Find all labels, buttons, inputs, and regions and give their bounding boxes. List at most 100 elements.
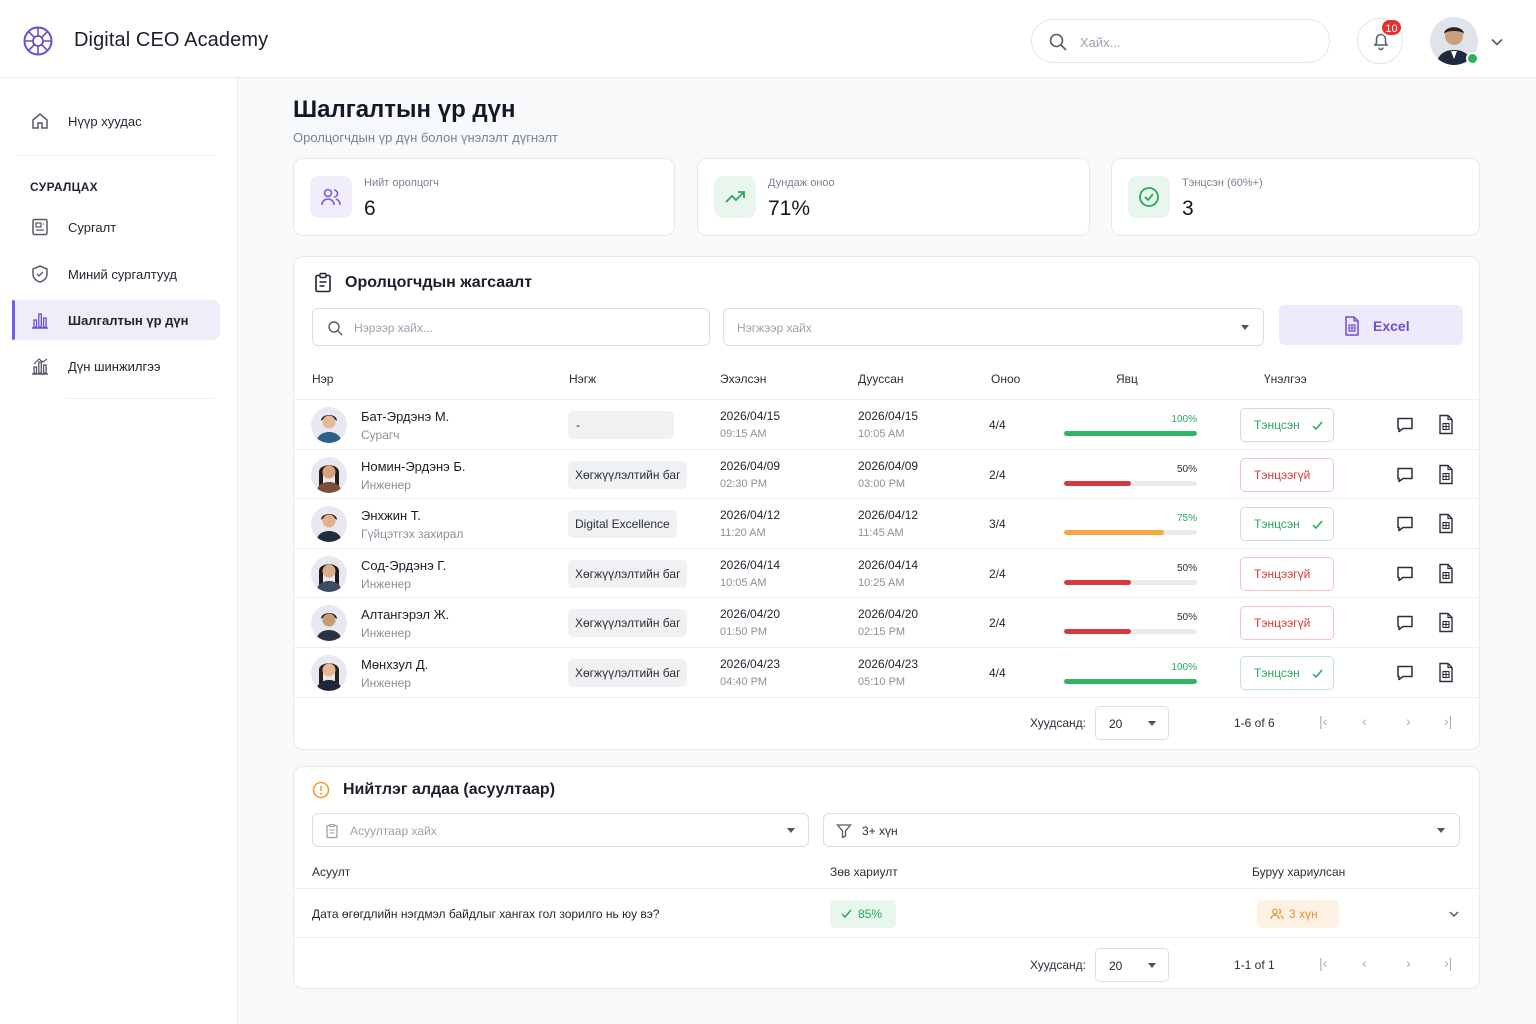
- unit-search-select[interactable]: Нэгжээр хайх: [723, 308, 1264, 346]
- global-search-input[interactable]: Хайх...: [1031, 19, 1330, 63]
- table-divider: [294, 697, 1479, 698]
- top-bar: Digital CEO Academy Хайх... 10: [0, 0, 1536, 78]
- report-file-icon[interactable]: [1437, 464, 1455, 485]
- end-time: 10:05 AM: [858, 428, 905, 440]
- comment-icon[interactable]: [1395, 514, 1415, 534]
- sidebar-item-label: Сургалт: [68, 220, 117, 235]
- comment-icon[interactable]: [1395, 613, 1415, 633]
- check-icon: [1312, 520, 1323, 530]
- table-row[interactable]: Номин-Эрдэнэ Б. Инженер Хөгжүүлэлтийн ба…: [294, 448, 1479, 499]
- comment-icon[interactable]: [1395, 465, 1415, 485]
- column-header-name: Нэр: [312, 372, 334, 386]
- progress-percent: 100%: [1171, 414, 1197, 425]
- next-page-icon[interactable]: ›: [1406, 713, 1411, 729]
- table-row[interactable]: Сод-Эрдэнэ Г. Инженер Хөгжүүлэлтийн баг …: [294, 547, 1479, 598]
- stat-value: 71%: [768, 197, 811, 220]
- comment-icon[interactable]: [1395, 564, 1415, 584]
- users-icon: [321, 188, 341, 206]
- progress-bar-fill: [1064, 530, 1164, 536]
- sidebar-divider: [66, 398, 214, 399]
- sidebar-item-exam-results[interactable]: Шалгалтын үр дүн: [12, 300, 220, 340]
- excel-label: Excel: [1373, 318, 1410, 334]
- stat-card-passed: Тэнцсэн (60%+) 3: [1111, 158, 1480, 236]
- per-page-select[interactable]: 20: [1095, 706, 1169, 740]
- end-date: 2026/04/14: [858, 557, 919, 572]
- participants-card: Оролцогчдын жагсаалт Нэрээр хайх... Нэгж…: [293, 256, 1480, 750]
- last-page-icon[interactable]: ›|: [1444, 713, 1453, 729]
- progress-bar: [1064, 679, 1197, 684]
- table-row[interactable]: Бат-Эрдэнэ М. Сурагч - 2026/04/15 09:15 …: [294, 399, 1479, 449]
- participant-role: Инженер: [361, 477, 411, 492]
- report-file-icon[interactable]: [1437, 563, 1455, 584]
- chevron-down-icon[interactable]: [1490, 35, 1504, 49]
- per-page-select[interactable]: 20: [1095, 948, 1169, 982]
- participant-avatar: [311, 605, 347, 642]
- sidebar-section-label: СУРАЛЦАХ: [30, 180, 98, 194]
- analytics-icon: [32, 358, 48, 375]
- sidebar-item-label: Миний сургалтууд: [68, 267, 178, 282]
- last-page-icon[interactable]: ›|: [1444, 955, 1453, 971]
- report-file-icon[interactable]: [1437, 414, 1455, 435]
- home-icon: [32, 113, 48, 129]
- column-header-finished: Дууссан: [858, 372, 904, 386]
- participants-title: Оролцогчдын жагсаалт: [345, 274, 533, 291]
- comment-icon[interactable]: [1395, 415, 1415, 435]
- wrong-count: 3 хүн: [1289, 907, 1318, 921]
- status-label: Тэнцээгүй: [1254, 566, 1311, 581]
- brand-name[interactable]: Digital CEO Academy: [74, 29, 269, 51]
- progress-bar: [1064, 431, 1197, 436]
- report-file-icon[interactable]: [1437, 513, 1455, 534]
- search-placeholder: Хайх...: [1080, 35, 1121, 50]
- column-header-question: Асуулт: [312, 865, 351, 879]
- sidebar-item-label: Дүн шинжилгээ: [68, 359, 161, 374]
- table-row[interactable]: Энхжин Т. Гүйцэтгэх захирал Digital Exce…: [294, 498, 1479, 548]
- caret-down-icon: [1148, 963, 1156, 968]
- table-row[interactable]: Алтангэрэл Ж. Инженер Хөгжүүлэлтийн баг …: [294, 597, 1479, 647]
- caret-down-icon: [1148, 721, 1156, 726]
- participant-name: Алтангэрэл Ж.: [361, 607, 450, 623]
- previous-page-icon[interactable]: ‹: [1362, 713, 1367, 729]
- team-badge: Digital Excellence: [568, 510, 677, 539]
- start-date: 2026/04/23: [720, 657, 781, 671]
- next-page-icon[interactable]: ›: [1406, 955, 1411, 971]
- stat-label: Нийт оролцогч: [364, 177, 439, 189]
- first-page-icon[interactable]: |‹: [1319, 713, 1328, 729]
- per-page-label: Хуудсанд:: [1030, 716, 1086, 730]
- column-header-score: Оноо: [991, 372, 1021, 386]
- report-file-icon[interactable]: [1437, 612, 1455, 633]
- score: 2/4: [989, 566, 1006, 581]
- column-header-correct: Зөв хариулт: [830, 865, 898, 879]
- name-search-input[interactable]: Нэрээр хайх...: [312, 308, 710, 346]
- participant-role: Инженер: [361, 676, 411, 690]
- report-file-icon[interactable]: [1437, 662, 1455, 683]
- trending-up-icon: [725, 191, 745, 203]
- sidebar-item-home[interactable]: Нүүр хуудас: [12, 101, 220, 141]
- sidebar-item-my-courses[interactable]: Миний сургалтууд: [12, 254, 220, 294]
- sidebar-item-courses[interactable]: Сургалт: [12, 207, 220, 247]
- sidebar-item-analytics[interactable]: Дүн шинжилгээ: [12, 346, 220, 386]
- table-row[interactable]: Дата өгөгдлийн нэгдмэл байдлыг хангах го…: [294, 888, 1479, 938]
- participant-role: Сурагч: [361, 428, 400, 442]
- previous-page-icon[interactable]: ‹: [1362, 955, 1367, 971]
- start-time: 01:50 PM: [720, 626, 768, 639]
- end-date: 2026/04/23: [858, 657, 919, 671]
- progress-bar: [1064, 629, 1197, 635]
- end-date: 2026/04/09: [858, 458, 919, 473]
- first-page-icon[interactable]: |‹: [1319, 955, 1328, 971]
- table-row[interactable]: Мөнхзул Д. Инженер Хөгжүүлэлтийн баг 202…: [294, 647, 1479, 697]
- end-time: 10:25 AM: [858, 576, 905, 589]
- question-search-select[interactable]: Асуултаар хайх: [312, 813, 809, 847]
- stat-value: 6: [364, 197, 376, 220]
- status-label: Тэнцээгүй: [1254, 616, 1311, 631]
- check-circle-icon: [1139, 187, 1159, 207]
- start-time: 09:15 AM: [720, 428, 767, 440]
- online-status-dot: [1466, 52, 1479, 65]
- comment-icon[interactable]: [1395, 663, 1415, 683]
- sidebar-divider: [18, 155, 215, 156]
- participant-role: Инженер: [361, 576, 411, 591]
- excel-export-button[interactable]: Excel: [1279, 305, 1463, 345]
- chevron-down-icon[interactable]: [1448, 908, 1460, 920]
- sidebar-item-label: Нүүр хуудас: [68, 114, 142, 129]
- respondent-filter-select[interactable]: 3+ хүн: [823, 813, 1460, 847]
- status-label: Тэнцсэн: [1254, 666, 1300, 680]
